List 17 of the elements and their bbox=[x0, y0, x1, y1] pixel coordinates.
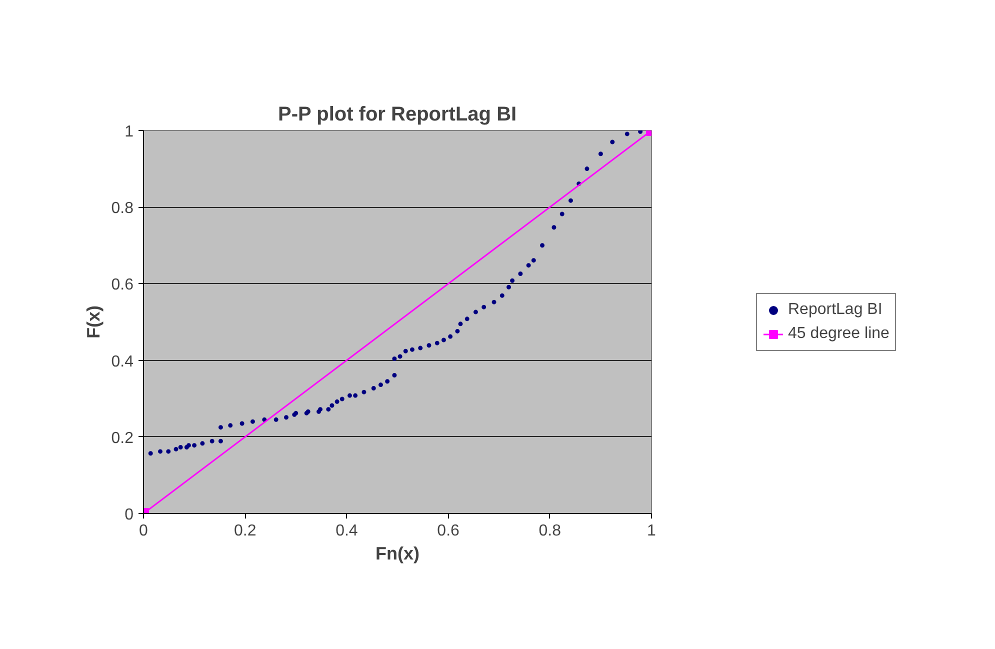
x-tick-label: 0.2 bbox=[234, 522, 256, 540]
x-tick-label: 0.8 bbox=[538, 522, 562, 540]
y-tick-label: 0.8 bbox=[111, 200, 134, 218]
legend-label: 45 degree line bbox=[788, 324, 890, 342]
x-tick-label: 1 bbox=[647, 522, 656, 540]
chart-title: P-P plot for ReportLag BI bbox=[278, 104, 517, 126]
x-axis-title: Fn(x) bbox=[376, 544, 420, 564]
legend-label: ReportLag BI bbox=[788, 300, 882, 318]
y-tick-label: 0 bbox=[124, 506, 134, 524]
y-tick-label: 0.6 bbox=[111, 276, 134, 294]
x-tick-label: 0.4 bbox=[336, 522, 358, 540]
y-tick-label: 0.4 bbox=[111, 353, 134, 370]
x-tick-label: 0.6 bbox=[437, 522, 460, 540]
y-axis-title: F(x) bbox=[83, 305, 104, 338]
y-tick-label: 0.2 bbox=[111, 430, 134, 447]
y-tick-label: 1 bbox=[124, 124, 134, 140]
x-tick-label: 0 bbox=[139, 522, 148, 540]
